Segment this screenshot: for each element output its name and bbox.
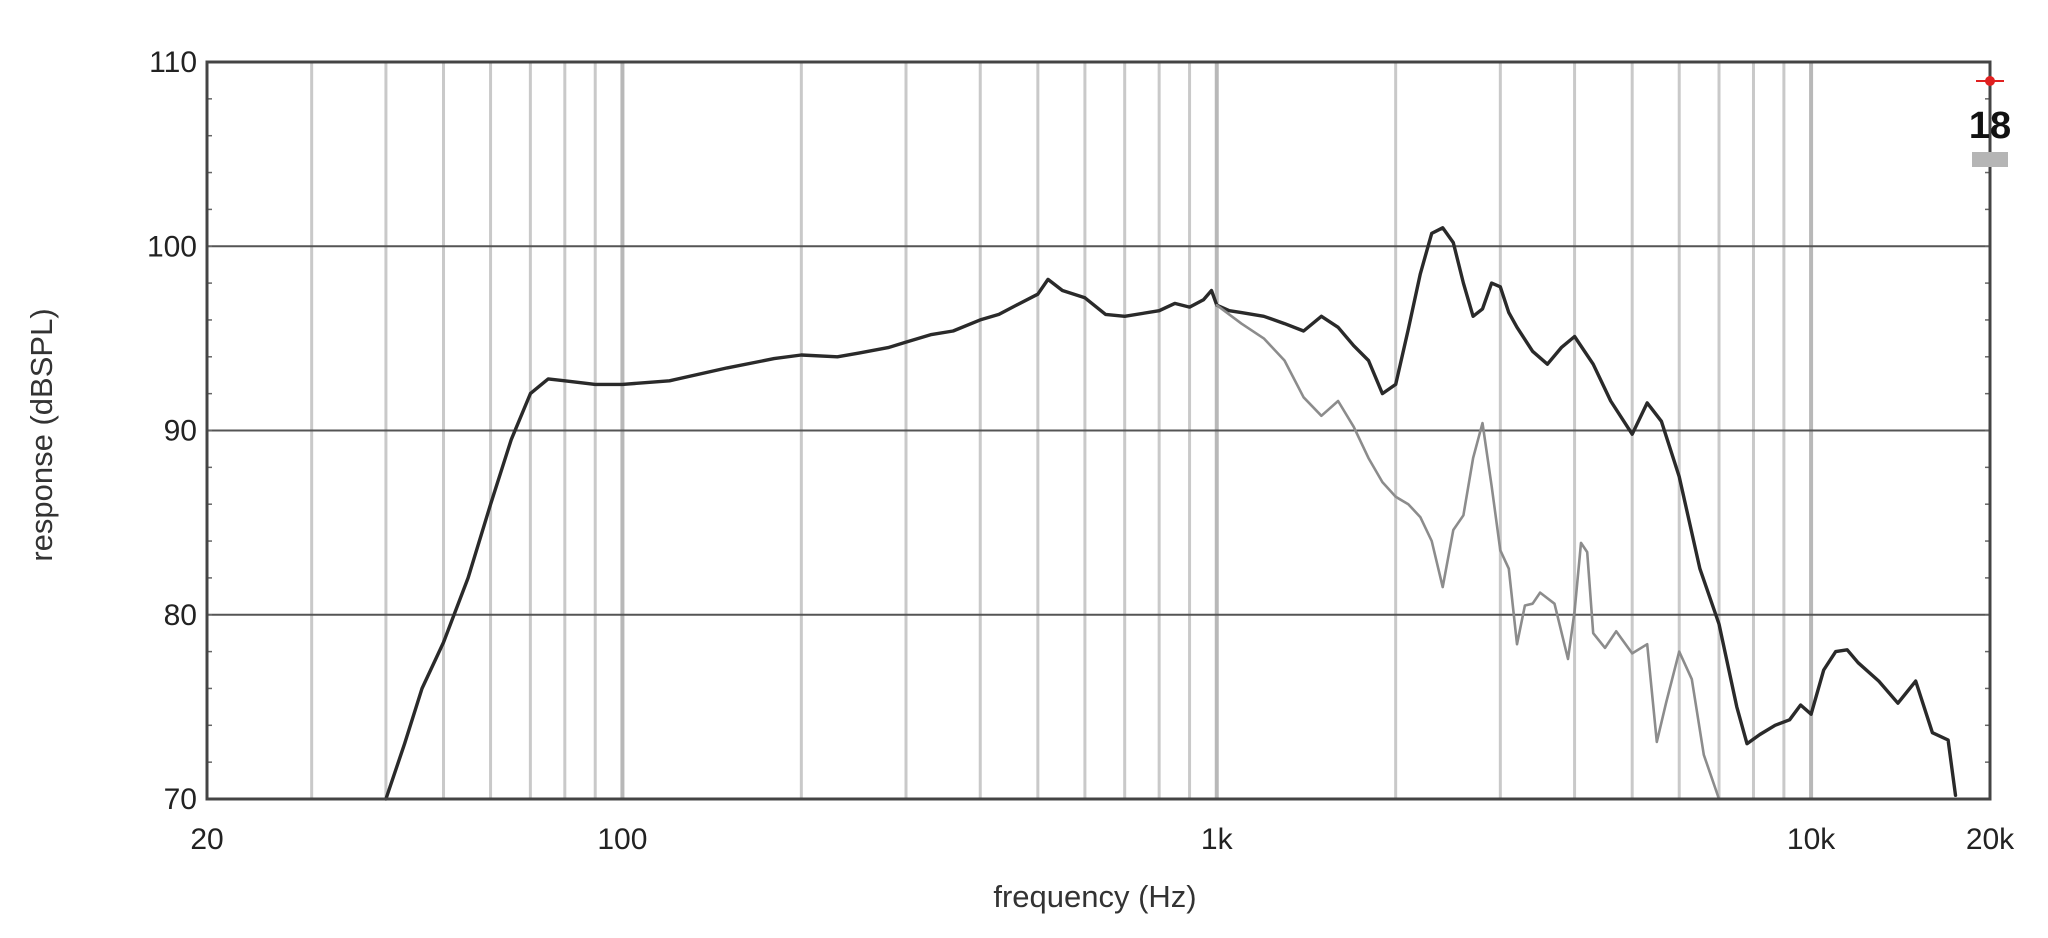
x-tick-labels: 20 100 1k 10k 20k (190, 823, 2015, 856)
x-tick-label: 1k (1201, 823, 1234, 856)
y-tick-label: 110 (149, 46, 197, 79)
y-tick-labels: 70 80 90 100 110 (147, 46, 197, 816)
y-tick-label: 90 (164, 415, 197, 448)
series-layer (384, 226, 1958, 801)
series-line-2 (1215, 303, 1721, 801)
y-tick-label: 100 (147, 230, 197, 263)
x-tick-label: 20k (1966, 823, 2015, 856)
y-axis-label: response (dBSPL) (24, 308, 59, 561)
brand-logo: 18 (1969, 76, 2011, 167)
x-tick-label: 10k (1787, 823, 1836, 856)
horizontal-grid (207, 245, 1990, 616)
y-tick-label: 70 (164, 783, 197, 816)
x-tick-label: 20 (190, 823, 223, 856)
x-tick-label: 100 (597, 823, 647, 856)
x-axis-label: frequency (Hz) (993, 879, 1196, 914)
logo-text: 18 (1969, 105, 2011, 147)
y-tick-label: 80 (164, 599, 197, 632)
series-line-1 (384, 226, 1958, 801)
logo-plate-icon (1972, 152, 2008, 167)
plot-frame (205, 60, 1992, 801)
